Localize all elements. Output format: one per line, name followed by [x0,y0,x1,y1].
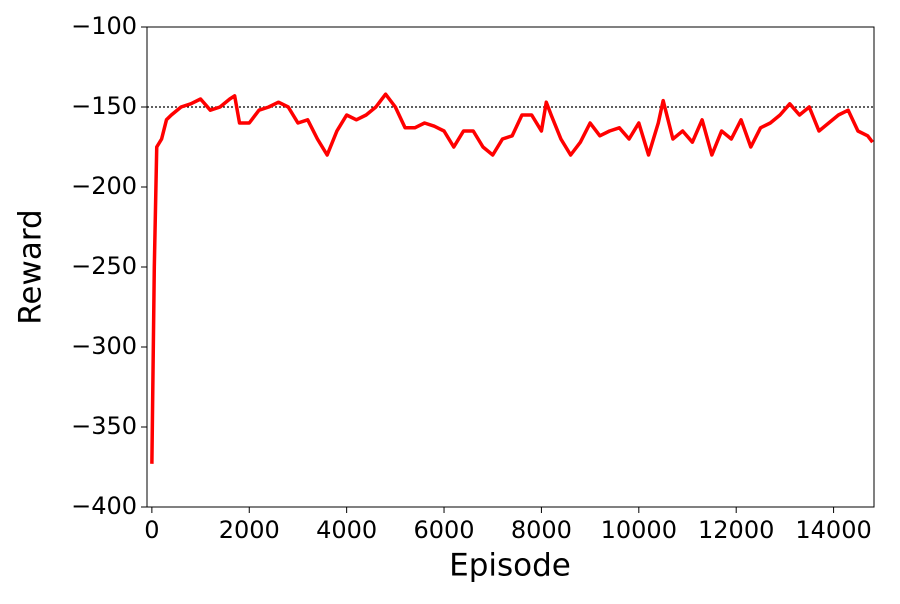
y-tick-label: −250 [71,252,137,280]
x-tick-label: 6000 [413,516,474,544]
x-tick-label: 0 [144,516,159,544]
line-series [150,92,874,464]
y-tick-label: −150 [71,92,137,120]
y-axis-label: Reward [13,209,49,324]
y-tick-label: −400 [71,492,137,520]
x-tick-label: 8000 [511,516,572,544]
y-tick-label: −300 [71,332,137,360]
plot-frame [146,26,875,508]
x-tick-label: 4000 [316,516,377,544]
x-tick-label: 10000 [601,516,677,544]
x-tick-label: 2000 [219,516,280,544]
x-axis-label: Episode [449,548,571,584]
y-tick-label: −200 [71,172,137,200]
y-tick-label: −350 [71,412,137,440]
y-tick-label: −100 [71,12,137,40]
x-tick-label: 12000 [698,516,774,544]
x-tick-label: 14000 [795,516,871,544]
